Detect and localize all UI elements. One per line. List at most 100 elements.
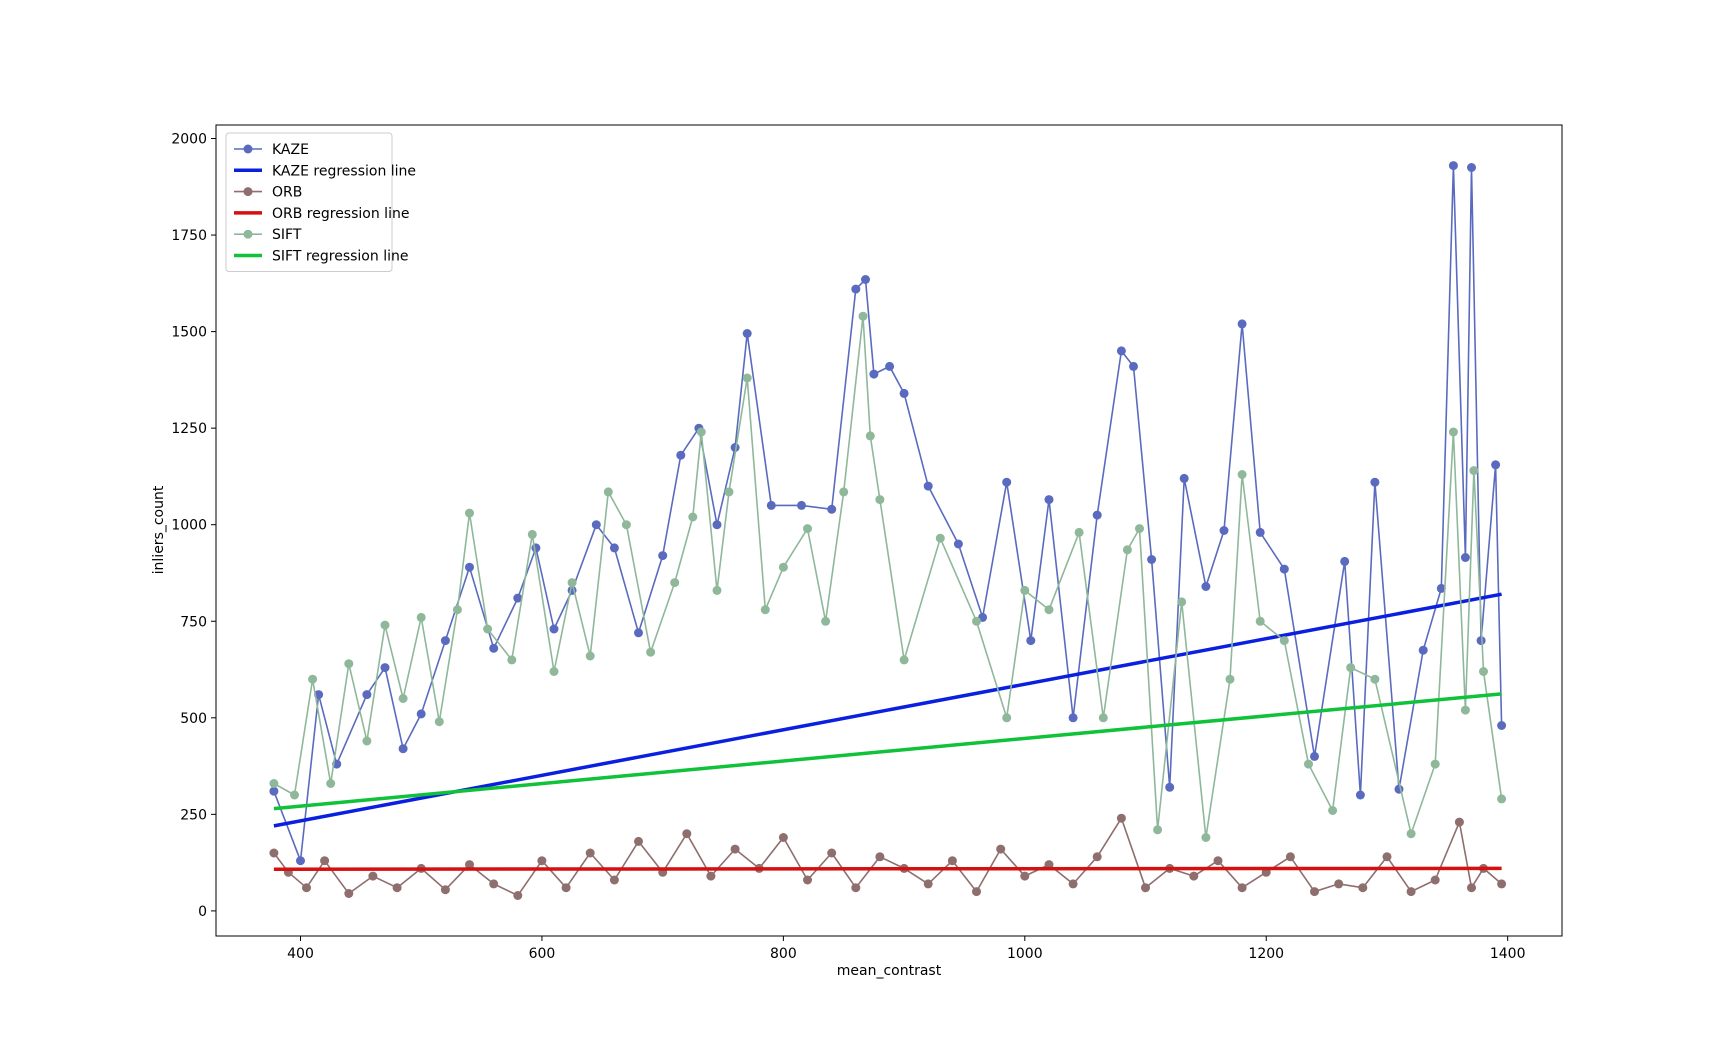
data-point-sift xyxy=(875,495,885,505)
data-point-sift xyxy=(1430,759,1440,769)
data-point-sift xyxy=(1328,806,1338,815)
data-point-kaze xyxy=(609,543,619,553)
y-tick-label: 2000 xyxy=(171,132,207,148)
legend-item-orb-regression-line: ORB regression line xyxy=(234,206,409,222)
data-point-sift xyxy=(1255,616,1265,626)
legend-label: SIFT xyxy=(272,227,302,243)
data-point-kaze xyxy=(1491,460,1501,470)
data-point-sift xyxy=(1135,524,1144,534)
data-point-orb xyxy=(1068,879,1078,889)
data-point-sift xyxy=(269,779,279,788)
series-line-kaze-regression-line xyxy=(273,592,1502,828)
data-point-kaze xyxy=(513,593,523,603)
data-point-orb xyxy=(302,883,311,893)
data-point-kaze xyxy=(1129,361,1138,371)
series-sift xyxy=(269,311,1507,842)
data-point-orb xyxy=(803,875,812,885)
data-point-orb xyxy=(489,879,499,889)
data-point-kaze xyxy=(1436,583,1446,593)
data-point-kaze xyxy=(1165,782,1175,792)
data-point-sift xyxy=(1177,597,1187,607)
series-line-sift-regression-line xyxy=(273,692,1502,811)
data-point-sift xyxy=(1122,545,1132,555)
data-point-sift xyxy=(858,311,868,321)
data-point-kaze xyxy=(1418,645,1428,655)
legend-marker xyxy=(243,187,253,197)
x-tick-label: 1400 xyxy=(1490,946,1526,962)
data-point-kaze xyxy=(658,551,668,561)
data-point-sift xyxy=(935,533,945,543)
data-point-sift xyxy=(308,674,318,684)
y-axis: 0 250 500 750 1000 1250 1500 1750 2000 xyxy=(171,132,216,920)
data-point-sift xyxy=(839,487,849,497)
data-point-sift xyxy=(1497,794,1507,804)
data-point-sift xyxy=(712,585,722,595)
data-point-orb xyxy=(730,844,740,854)
data-point-orb xyxy=(1334,879,1344,889)
data-point-sift xyxy=(1460,705,1470,715)
y-tick-label: 1250 xyxy=(171,421,207,437)
data-point-orb xyxy=(1358,883,1368,893)
x-tick-label: 600 xyxy=(529,946,556,962)
data-point-kaze xyxy=(1370,477,1380,487)
data-point-sift xyxy=(549,667,559,676)
data-point-kaze xyxy=(851,284,861,294)
data-point-orb xyxy=(1189,871,1199,881)
data-point-sift xyxy=(688,512,698,522)
data-point-orb xyxy=(368,871,378,881)
data-point-kaze xyxy=(1467,163,1476,172)
data-point-sift xyxy=(380,620,390,630)
data-point-kaze xyxy=(489,643,499,653)
data-point-sift xyxy=(696,427,706,437)
data-point-orb xyxy=(392,883,402,893)
data-point-kaze xyxy=(1092,510,1102,520)
data-point-orb xyxy=(1116,813,1126,823)
data-point-sift xyxy=(742,373,752,383)
data-point-kaze xyxy=(1310,751,1319,761)
data-point-sift xyxy=(972,616,981,626)
data-point-kaze xyxy=(465,562,474,572)
legend-marker xyxy=(243,229,253,239)
data-point-orb xyxy=(1285,852,1295,862)
data-point-orb xyxy=(1430,875,1440,885)
data-point-orb xyxy=(827,848,837,858)
series-line-orb-regression-line xyxy=(273,866,1502,871)
data-point-orb xyxy=(609,875,619,885)
data-point-sift xyxy=(621,520,631,530)
data-point-sift xyxy=(290,790,299,800)
data-point-sift xyxy=(1044,605,1054,615)
data-point-sift xyxy=(899,655,909,665)
legend-label: ORB regression line xyxy=(272,206,409,222)
data-point-kaze xyxy=(1044,495,1054,505)
x-axis: 400 600 800 1000 1200 1400 xyxy=(287,936,1525,962)
data-point-sift xyxy=(1225,674,1235,684)
data-point-sift xyxy=(452,605,462,615)
data-point-sift xyxy=(778,562,788,572)
data-point-sift xyxy=(1448,427,1458,437)
data-point-sift xyxy=(344,659,354,669)
data-point-orb xyxy=(1044,860,1054,870)
series-sift-regression-line xyxy=(273,692,1502,811)
data-point-kaze xyxy=(712,520,722,530)
data-point-kaze xyxy=(899,388,909,398)
data-point-kaze xyxy=(1255,527,1265,537)
data-point-orb xyxy=(1406,887,1416,897)
data-point-kaze xyxy=(591,520,601,530)
data-point-kaze xyxy=(885,361,895,371)
data-point-sift xyxy=(1304,759,1313,769)
data-point-kaze xyxy=(362,690,372,700)
data-point-orb xyxy=(1141,883,1150,893)
data-point-kaze xyxy=(380,663,390,673)
data-point-sift xyxy=(1469,466,1479,476)
data-point-kaze xyxy=(1460,553,1470,562)
data-point-sift xyxy=(1237,470,1247,479)
data-point-kaze xyxy=(1026,636,1036,646)
data-point-orb xyxy=(513,891,523,900)
data-point-sift xyxy=(1279,636,1289,646)
data-point-orb xyxy=(585,848,595,858)
data-point-sift xyxy=(326,779,336,788)
data-point-orb xyxy=(947,856,957,866)
data-point-sift xyxy=(724,487,734,497)
data-point-orb xyxy=(1497,879,1507,889)
